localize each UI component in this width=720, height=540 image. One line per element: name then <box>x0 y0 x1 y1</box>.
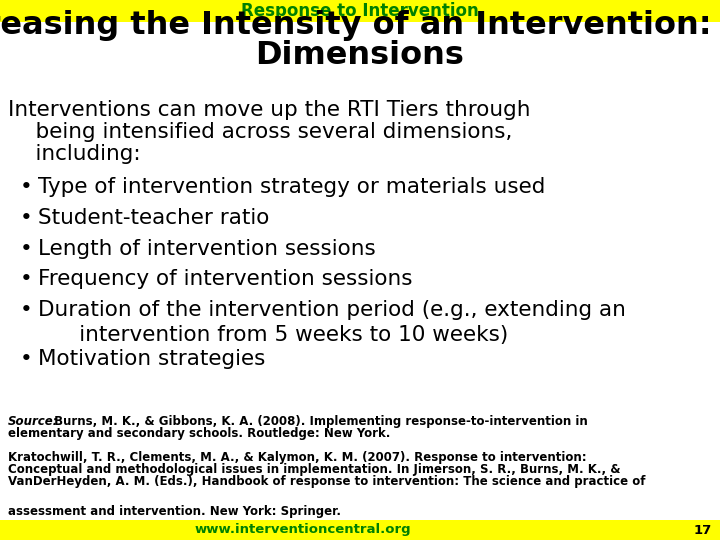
Text: Kratochwill, T. R., Clements, M. A., & Kalymon, K. M. (2007). Response to interv: Kratochwill, T. R., Clements, M. A., & K… <box>8 451 587 464</box>
Text: Dimensions: Dimensions <box>256 40 464 71</box>
Text: including:: including: <box>8 144 140 164</box>
Text: Frequency of intervention sessions: Frequency of intervention sessions <box>38 269 413 289</box>
Text: •: • <box>20 239 32 259</box>
Bar <box>0 0 720 22</box>
Text: Motivation strategies: Motivation strategies <box>38 349 266 369</box>
Text: Type of intervention strategy or materials used: Type of intervention strategy or materia… <box>38 177 545 197</box>
Text: Increasing the Intensity of an Intervention: Key: Increasing the Intensity of an Intervent… <box>0 10 720 41</box>
Text: Source:: Source: <box>8 415 58 428</box>
Text: •: • <box>20 300 32 320</box>
Text: being intensified across several dimensions,: being intensified across several dimensi… <box>8 122 513 142</box>
Text: VanDerHeyden, A. M. (Eds.), Handbook of response to intervention: The science an: VanDerHeyden, A. M. (Eds.), Handbook of … <box>8 475 646 488</box>
Text: Interventions can move up the RTI Tiers through: Interventions can move up the RTI Tiers … <box>8 100 531 120</box>
Text: •: • <box>20 269 32 289</box>
Text: •: • <box>20 349 32 369</box>
Text: 17: 17 <box>694 523 712 537</box>
Text: Length of intervention sessions: Length of intervention sessions <box>38 239 376 259</box>
Text: elementary and secondary schools. Routledge: New York.: elementary and secondary schools. Routle… <box>8 427 390 440</box>
Text: Student-teacher ratio: Student-teacher ratio <box>38 208 269 228</box>
Text: Conceptual and methodological issues in implementation. In Jimerson, S. R., Burn: Conceptual and methodological issues in … <box>8 463 621 476</box>
Bar <box>0 520 720 540</box>
Text: assessment and intervention. New York: Springer.: assessment and intervention. New York: S… <box>8 505 341 518</box>
Text: Duration of the intervention period (e.g., extending an
      intervention from : Duration of the intervention period (e.g… <box>38 300 626 345</box>
Text: Burns, M. K., & Gibbons, K. A. (2008). Implementing response-to-intervention in: Burns, M. K., & Gibbons, K. A. (2008). I… <box>50 415 588 428</box>
Text: www.interventioncentral.org: www.interventioncentral.org <box>194 523 410 537</box>
Text: •: • <box>20 208 32 228</box>
Text: Response to Intervention: Response to Intervention <box>241 2 479 20</box>
Text: •: • <box>20 177 32 197</box>
